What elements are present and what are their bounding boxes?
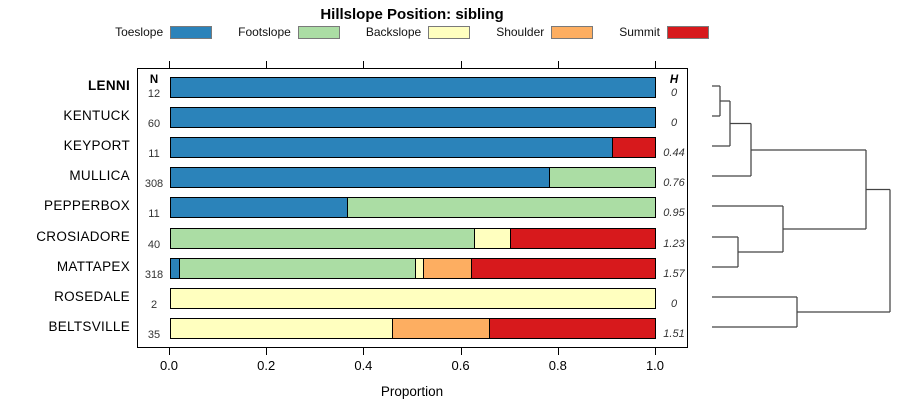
legend-swatch (170, 25, 213, 39)
n-value: 308 (144, 178, 164, 190)
legend-swatch (551, 25, 594, 39)
category-label: PEPPERBOX (44, 198, 130, 214)
axis-tick-label: 0.4 (354, 358, 373, 373)
legend-item: Toeslope (115, 25, 213, 39)
bar-segment (611, 136, 656, 158)
bar-segment (179, 257, 417, 279)
category-label: MATTAPEX (56, 259, 130, 275)
category-label: ROSEDALE (54, 289, 130, 305)
axis-tick-label: 0.0 (159, 358, 179, 373)
bar-segment (510, 227, 656, 249)
h-value: 1.23 (663, 238, 685, 250)
axis-tick-top (557, 61, 559, 68)
bar-segment (170, 136, 614, 158)
category-label: KEYPORT (63, 138, 130, 154)
h-value: 1.57 (663, 268, 685, 280)
legend-label: Toeslope (115, 25, 164, 39)
h-value: 0.44 (663, 147, 685, 159)
bar-segment (473, 227, 512, 249)
bar-segment (170, 227, 476, 249)
h-value: 0 (670, 87, 678, 99)
legend-item: Shoulder (496, 25, 594, 39)
bar-segment (470, 257, 656, 279)
bar-segment (489, 317, 656, 339)
legend-item: Footslope (238, 25, 340, 39)
axis-tick-bottom (557, 348, 559, 355)
category-label: MULLICA (69, 168, 130, 184)
h-value: 0.76 (663, 177, 685, 189)
bar-segment (392, 317, 491, 339)
h-value: 0.95 (663, 207, 685, 219)
legend-swatch (666, 25, 709, 39)
bar-segment (170, 166, 551, 188)
axis-tick-label: 0.2 (257, 358, 276, 373)
axis-tick-label: 1.0 (645, 358, 665, 373)
n-value: 12 (147, 88, 161, 100)
n-value: 318 (144, 269, 164, 281)
n-column-header: N (149, 74, 159, 86)
bar-segment (170, 76, 656, 98)
h-column-header: H (669, 74, 679, 86)
category-label: LENNI (88, 78, 130, 94)
n-value: 35 (147, 329, 161, 341)
legend: Toeslope Footslope Backslope Shoulder Summit (0, 25, 824, 39)
n-value: 60 (147, 118, 161, 130)
axis-tick-top (363, 61, 365, 68)
axis-tick-label: 0.8 (548, 358, 567, 373)
h-value: 0 (670, 117, 678, 129)
bar-segment (170, 317, 394, 339)
legend-label: Summit (619, 25, 660, 39)
axis-tick-bottom (655, 348, 656, 355)
bar-segment (170, 196, 349, 218)
axis-tick-bottom (169, 348, 170, 355)
legend-label: Backslope (365, 25, 422, 39)
n-value: 11 (148, 208, 160, 220)
bar-segment (346, 196, 656, 218)
legend-swatch (297, 25, 340, 39)
legend-item: Backslope (365, 25, 471, 39)
bar-segment (549, 166, 656, 188)
legend-label: Shoulder (496, 25, 545, 39)
category-label: CROSIADORE (36, 229, 130, 245)
axis-tick-bottom (266, 348, 268, 355)
bar-segment (170, 106, 656, 128)
row-labels: LENNI KENTUCK KEYPORT MULLICA PEPPERBOX CROSI… (0, 0, 130, 420)
legend-swatch (428, 25, 471, 39)
legend-label: Footslope (238, 25, 291, 39)
n-value: 2 (150, 299, 158, 311)
plot-box: N H 12 0 60 0 11 0.44 308 0.76 11 0.95 40 1.23 318 1.… (137, 68, 688, 348)
legend-item: Summit (619, 25, 709, 39)
bar-segment (170, 287, 656, 309)
h-value: 1.51 (663, 328, 685, 340)
axis-tick-bottom (460, 348, 462, 355)
axis-tick-top (655, 61, 656, 68)
axis-tick-bottom (363, 348, 365, 355)
bar-segment (423, 257, 473, 279)
n-value: 40 (147, 239, 161, 251)
x-axis-title: Proportion (380, 384, 444, 399)
category-label: BELTSVILLE (48, 319, 130, 335)
h-value: 0 (670, 298, 678, 310)
category-label: KENTUCK (63, 108, 130, 124)
n-value: 11 (148, 148, 160, 160)
axis-tick-top (266, 61, 268, 68)
axis-tick-top (169, 61, 170, 68)
chart-title: Hillslope Position: sibling (320, 6, 504, 23)
axis-tick-label: 0.6 (451, 358, 470, 373)
axis-tick-top (460, 61, 462, 68)
